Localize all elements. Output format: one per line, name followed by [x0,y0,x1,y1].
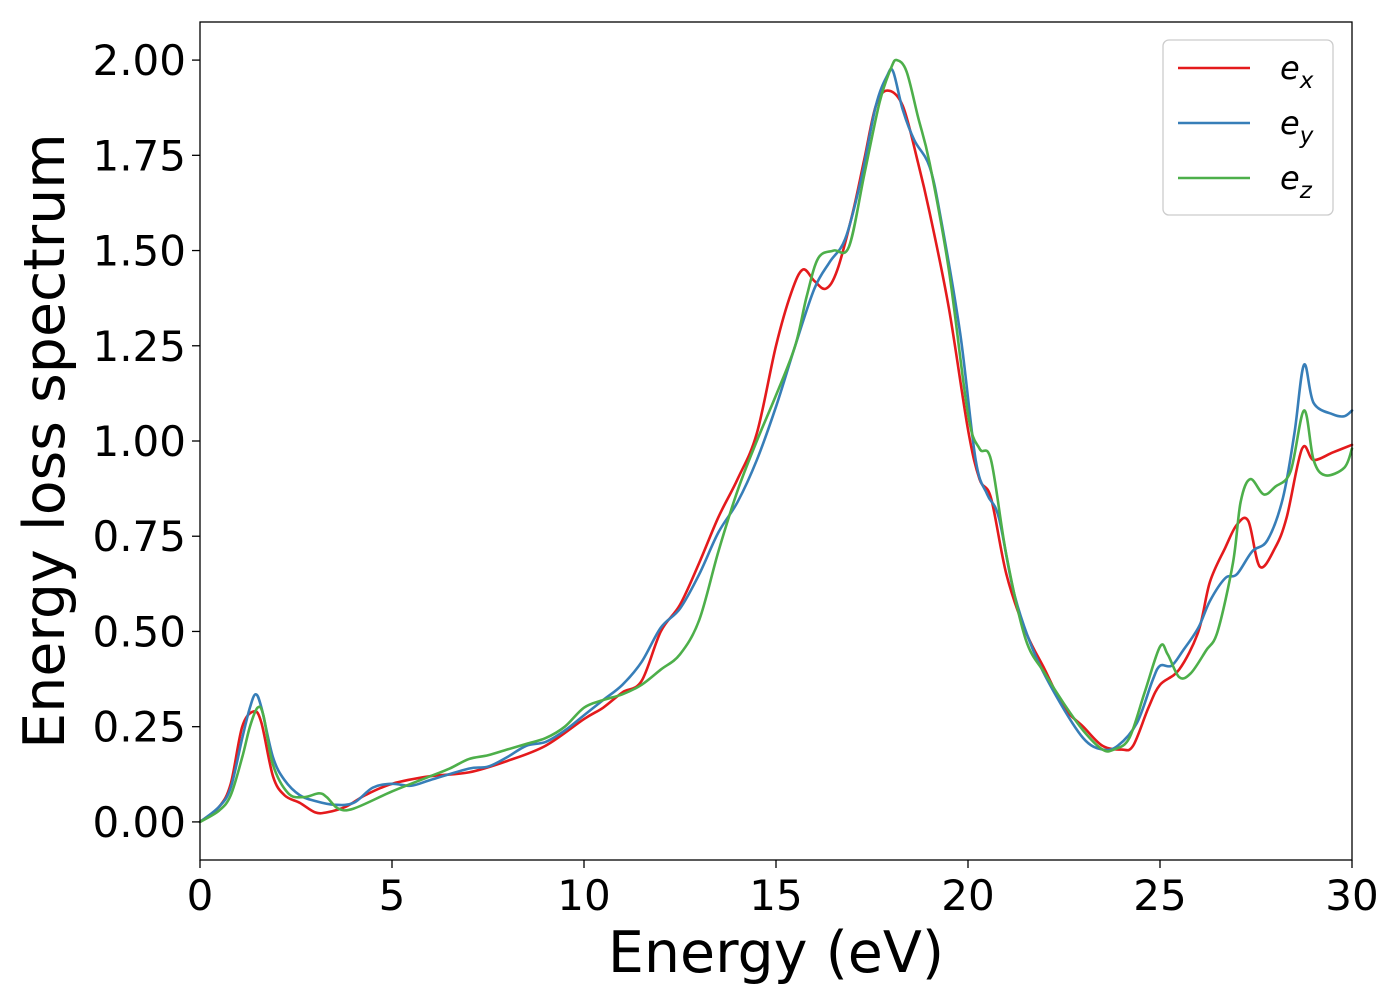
y-tick-label: 1.50 [92,227,186,276]
y-tick-label: 0.50 [92,607,186,656]
y-tick-label: 1.25 [92,322,186,371]
y-tick-label: 1.75 [92,131,186,180]
x-tick-label: 10 [557,871,610,920]
x-tick-label: 5 [379,871,406,920]
legend-label-subscript: z [1299,178,1313,204]
x-axis: 0 5 10 15 20 25 30 [187,860,1379,920]
legend-label-subscript: x [1299,68,1314,94]
x-tick-label: 30 [1325,871,1378,920]
x-tick-label: 15 [749,871,802,920]
x-tick-label: 20 [941,871,994,920]
series-layer [198,58,1354,824]
y-tick-label: 0.25 [92,703,186,752]
y-tick-label: 0.75 [92,512,186,561]
series-line-ey [198,67,1354,824]
y-tick-label: 2.00 [92,36,186,85]
legend-box [1162,39,1334,216]
legend-label-subscript: y [1299,123,1314,149]
series-line-ez [198,58,1354,824]
y-tick-label: 0.00 [92,798,186,847]
y-axis-label: Energy loss spectrum [12,133,78,749]
y-axis: 0.00 0.25 0.50 0.75 1.00 1.25 1.50 1.75 2.00 [92,36,200,847]
x-tick-label: 25 [1133,871,1186,920]
x-axis-label: Energy (eV) [608,920,944,986]
y-tick-label: 1.00 [92,417,186,466]
x-tick-label: 0 [187,871,214,920]
